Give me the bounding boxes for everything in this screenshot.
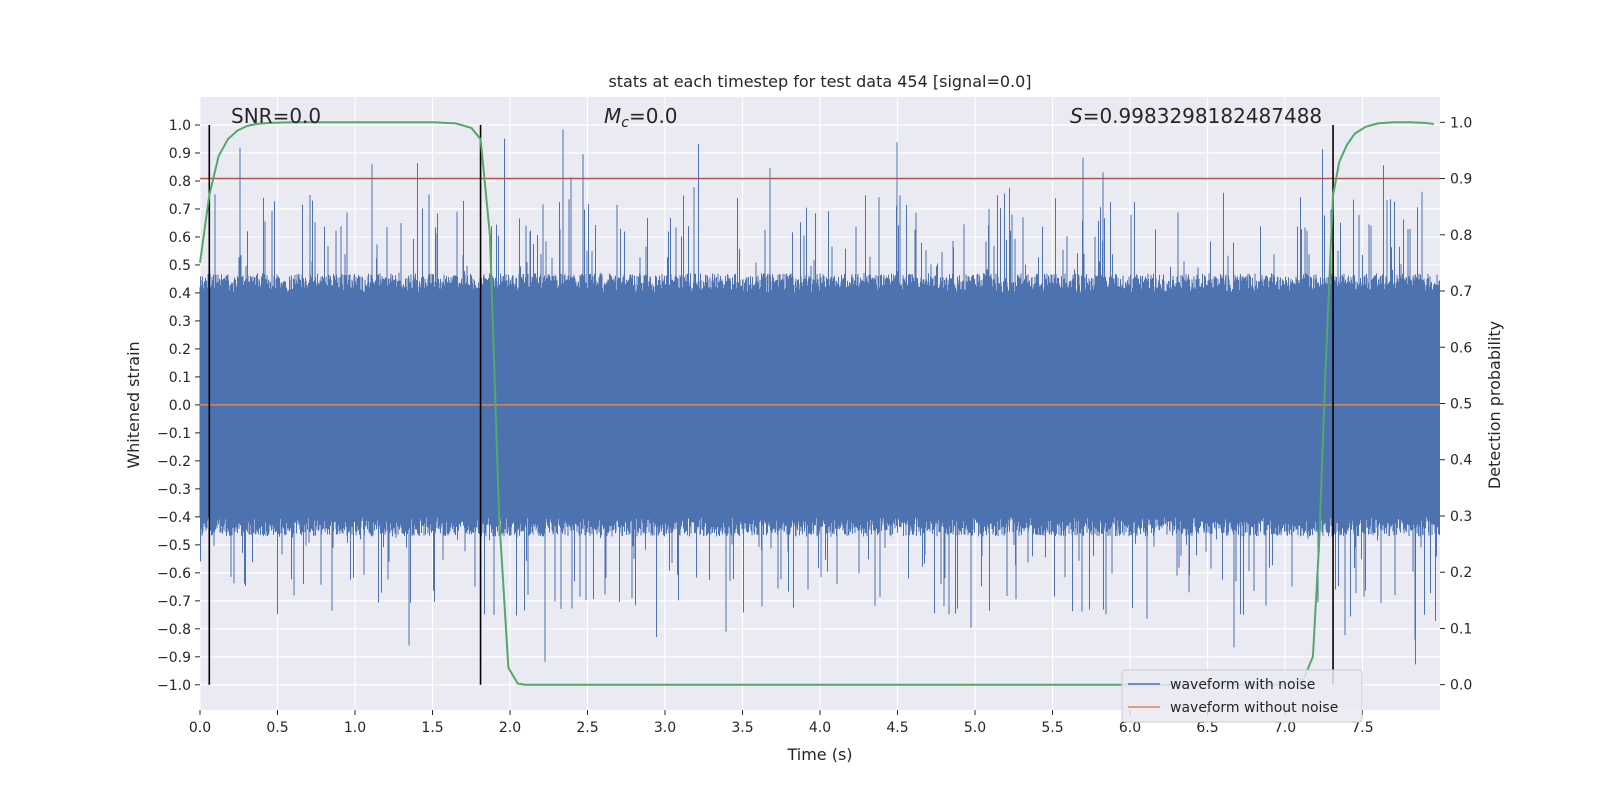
y-right-tick-label: 0.0 [1450, 678, 1472, 694]
noise-waveform-path [199, 129, 1440, 665]
y-left-tick-label: −0.9 [157, 650, 191, 666]
y-right-tick-label: 0.4 [1450, 453, 1472, 469]
x-tick-label: 0.0 [189, 720, 211, 736]
x-tick-label: 5.0 [964, 720, 986, 736]
x-tick-label: 5.5 [1041, 720, 1063, 736]
x-tick-label: 7.5 [1351, 720, 1373, 736]
legend-label-noise: waveform with noise [1170, 677, 1315, 693]
y-right-tick-label: 0.7 [1450, 284, 1472, 300]
x-tick-label: 2.5 [576, 720, 598, 736]
y-left-tick-label: 0.9 [169, 146, 191, 162]
y-right-tick-label: 0.2 [1450, 565, 1472, 581]
x-tick-label: 0.5 [266, 720, 288, 736]
y-left-tick-label: 1.0 [169, 118, 191, 134]
y-left-tick-label: −0.2 [157, 454, 191, 470]
y-right-tick-label: 0.8 [1450, 228, 1472, 244]
x-tick-label: 1.5 [421, 720, 443, 736]
x-tick-label: 6.5 [1196, 720, 1218, 736]
snr-annotation: SNR=0.0 [231, 104, 321, 128]
x-tick-label: 4.5 [886, 720, 908, 736]
x-tick-label: 6.0 [1119, 720, 1141, 736]
chirp-mass-annotation: Mc=0.0 [604, 104, 678, 131]
y-left-tick-label: −0.7 [157, 594, 191, 610]
x-axis-ticks: 0.0 0.5 1.0 1.5 2.0 2.5 3.0 3.5 4.0 4.5 5.0 5.5 6.0 6… [189, 710, 1374, 736]
y-left-tick-label: 0.4 [169, 286, 191, 302]
x-tick-label: 1.0 [344, 720, 366, 736]
y-left-tick-label: −0.3 [157, 482, 191, 498]
x-tick-label: 3.5 [731, 720, 753, 736]
y-left-tick-label: −0.4 [157, 510, 191, 526]
series-waveform-with-noise [199, 129, 1440, 665]
y-axis-left-ticks: 1.0 0.9 0.8 0.7 0.6 0.5 0.4 0.3 0.2 0.1 0.0 −0.1 −0.… [157, 118, 200, 694]
y-right-tick-label: 0.3 [1450, 509, 1472, 525]
y-right-tick-label: 0.9 [1450, 172, 1472, 188]
y-left-tick-label: −0.8 [157, 622, 191, 638]
x-tick-label: 4.0 [809, 720, 831, 736]
legend-label-clean: waveform without noise [1170, 700, 1338, 716]
x-tick-label: 2.0 [499, 720, 521, 736]
y-left-tick-label: 0.7 [169, 202, 191, 218]
y-right-tick-label: 0.5 [1450, 397, 1472, 413]
y-left-tick-label: 0.1 [169, 370, 191, 386]
y-right-tick-label: 1.0 [1450, 115, 1472, 131]
y-left-tick-label: 0.0 [169, 398, 191, 414]
y-left-tick-label: 0.6 [169, 230, 191, 246]
series-detection-probability [199, 121, 1434, 686]
y-left-tick-label: −1.0 [157, 678, 191, 694]
x-axis-label: Time (s) [786, 745, 852, 764]
y-right-tick-label: 0.1 [1450, 621, 1472, 637]
s-annotation: S=0.9983298182487488 [1070, 104, 1322, 128]
chart-title: stats at each timestep for test data 454… [608, 72, 1031, 91]
y-left-tick-label: 0.8 [169, 174, 191, 190]
x-tick-label: 7.0 [1274, 720, 1296, 736]
vertical-markers [208, 124, 1334, 685]
legend: waveform with noise waveform without noi… [1121, 669, 1363, 723]
y-right-tick-label: 0.6 [1450, 340, 1472, 356]
y-left-tick-label: −0.6 [157, 566, 191, 582]
legend-box [1121, 669, 1363, 723]
y-left-tick-label: 0.5 [169, 258, 191, 274]
y-axis-right-label: Detection probability [1485, 321, 1504, 489]
y-axis-right-ticks: 1.0 0.9 0.8 0.7 0.6 0.5 0.4 0.3 0.2 0.1 0.0 [1440, 115, 1472, 694]
y-left-tick-label: −0.5 [157, 538, 191, 554]
y-left-tick-label: 0.3 [169, 314, 191, 330]
y-left-tick-label: −0.1 [157, 426, 191, 442]
y-left-tick-label: 0.2 [169, 342, 191, 358]
x-tick-label: 3.0 [654, 720, 676, 736]
y-axis-left-label: Whitened strain [124, 341, 143, 468]
